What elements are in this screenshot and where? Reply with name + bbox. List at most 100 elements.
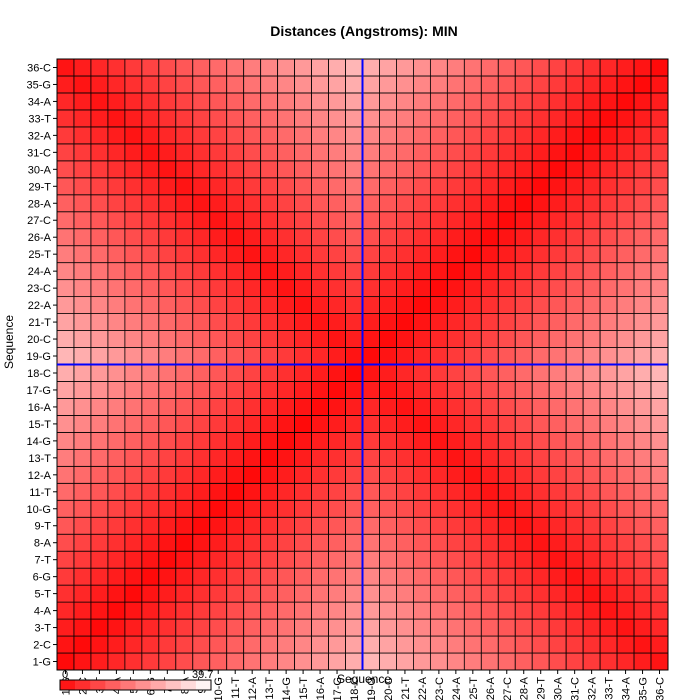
heatmap-cell xyxy=(277,245,296,264)
heatmap-cell xyxy=(124,211,143,230)
heatmap-cell xyxy=(480,126,499,145)
heatmap-cell xyxy=(548,75,567,94)
heatmap-cell xyxy=(192,499,211,518)
heatmap-cell xyxy=(90,516,109,535)
heatmap-cell xyxy=(226,75,245,94)
heatmap-cell xyxy=(90,75,109,94)
heatmap-cell xyxy=(277,330,296,348)
heatmap-cell xyxy=(277,211,296,230)
heatmap-cell xyxy=(480,601,499,620)
heatmap-cell xyxy=(90,482,109,501)
heatmap-cell xyxy=(379,550,397,569)
heatmap-cell xyxy=(73,516,92,535)
x-tick-label: 21-T xyxy=(400,677,412,700)
heatmap-cell xyxy=(497,279,516,298)
heatmap-cell xyxy=(124,160,143,179)
heatmap-cell xyxy=(480,448,499,467)
heatmap-cell xyxy=(192,584,211,603)
heatmap-cell xyxy=(514,550,533,569)
heatmap-cell xyxy=(243,465,262,484)
heatmap-cell xyxy=(514,262,533,281)
x-tick-label: 26-A xyxy=(485,676,497,700)
heatmap-cell xyxy=(497,482,516,501)
heatmap-cell xyxy=(446,262,465,281)
heatmap-cell xyxy=(362,533,380,552)
heatmap-cell xyxy=(345,262,363,281)
heatmap-cell xyxy=(328,262,346,281)
heatmap-cell xyxy=(650,415,669,433)
heatmap-cell xyxy=(260,160,279,179)
heatmap-cell xyxy=(294,330,312,348)
heatmap-cell xyxy=(582,92,601,111)
heatmap-cell xyxy=(480,58,499,77)
heatmap-cell xyxy=(480,75,499,94)
heatmap-cell xyxy=(396,177,414,196)
heatmap-cell xyxy=(209,635,228,654)
heatmap-cell xyxy=(277,313,296,331)
heatmap-cell xyxy=(141,92,160,111)
heatmap-cell xyxy=(582,194,601,213)
heatmap-cell xyxy=(548,262,567,281)
heatmap-cell xyxy=(379,601,397,620)
heatmap-cell xyxy=(497,92,516,111)
heatmap-cell xyxy=(497,313,516,331)
heatmap-cell xyxy=(277,296,296,314)
heatmap-cell xyxy=(463,245,482,264)
heatmap-cell xyxy=(107,160,126,179)
heatmap-cell xyxy=(429,126,448,145)
heatmap-cell xyxy=(73,143,92,162)
heatmap-cell xyxy=(396,126,414,145)
heatmap-cell xyxy=(209,364,228,382)
heatmap-cell xyxy=(362,431,380,450)
heatmap-cell xyxy=(311,160,329,179)
x-tick-label: 20-C xyxy=(383,677,395,700)
heatmap-cell xyxy=(345,160,363,179)
heatmap-cell xyxy=(209,177,228,196)
heatmap-cell xyxy=(124,92,143,111)
heatmap-cell xyxy=(294,398,312,416)
heatmap-cell xyxy=(73,499,92,518)
heatmap-cell xyxy=(141,448,160,467)
heatmap-cell xyxy=(277,58,296,77)
heatmap-cell xyxy=(497,177,516,196)
heatmap-cell xyxy=(175,601,194,620)
heatmap-cell xyxy=(209,381,228,399)
heatmap-cell xyxy=(396,567,414,586)
heatmap-cell xyxy=(175,126,194,145)
heatmap-cell xyxy=(260,75,279,94)
heatmap-cell xyxy=(429,194,448,213)
heatmap-cell xyxy=(73,211,92,230)
heatmap-cell xyxy=(294,143,312,162)
heatmap-cell xyxy=(243,194,262,213)
heatmap-cell xyxy=(158,431,177,450)
heatmap-cell xyxy=(362,143,380,162)
heatmap-cell xyxy=(243,431,262,450)
heatmap-cell xyxy=(277,126,296,145)
heatmap-cell xyxy=(73,550,92,569)
heatmap-cell xyxy=(158,415,177,433)
heatmap-cell xyxy=(582,211,601,230)
heatmap-cell xyxy=(480,109,499,128)
heatmap-cell xyxy=(446,465,465,484)
heatmap-cell xyxy=(362,330,380,348)
heatmap-cell xyxy=(141,431,160,450)
heatmap-cell xyxy=(480,313,499,331)
heatmap-cell xyxy=(413,109,431,128)
x-tick-label: 32-A xyxy=(587,676,599,700)
heatmap-cell xyxy=(175,194,194,213)
heatmap-cell xyxy=(328,364,346,382)
heatmap-cell xyxy=(396,279,414,298)
heatmap-cell xyxy=(565,75,584,94)
heatmap-cell xyxy=(379,109,397,128)
heatmap-cell xyxy=(396,499,414,518)
heatmap-cell xyxy=(413,448,431,467)
x-tick-label: 27-C xyxy=(502,677,514,700)
heatmap-cell xyxy=(345,126,363,145)
heatmap-cell xyxy=(311,126,329,145)
y-tick-label: 32-A xyxy=(28,130,52,142)
heatmap-cell xyxy=(56,347,75,365)
heatmap-cell xyxy=(362,194,380,213)
heatmap-cell xyxy=(277,516,296,535)
heatmap-cell xyxy=(429,211,448,230)
heatmap-cell xyxy=(429,465,448,484)
